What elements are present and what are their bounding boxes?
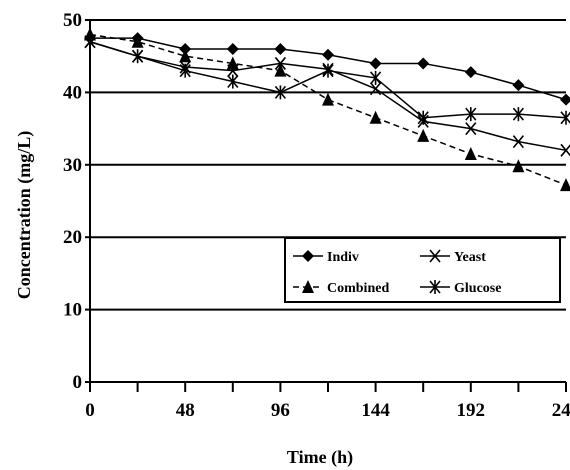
point-glucose bbox=[227, 74, 239, 89]
x-tick-label: 192 bbox=[457, 400, 486, 421]
y-tick-label: 20 bbox=[63, 227, 82, 248]
point-combined bbox=[464, 146, 477, 160]
point-glucose bbox=[417, 110, 429, 125]
y-tick-label: 40 bbox=[63, 82, 82, 103]
point-combined bbox=[560, 178, 570, 192]
legend-label-indiv: Indiv bbox=[327, 250, 359, 265]
point-indiv bbox=[464, 66, 477, 79]
legend: Indiv Yeast Combined Glucose bbox=[284, 237, 561, 303]
point-glucose bbox=[512, 107, 525, 122]
point-yeast bbox=[512, 135, 525, 149]
x-tick-label: 0 bbox=[85, 400, 95, 421]
point-combined bbox=[131, 34, 144, 48]
legend-label-combined: Combined bbox=[327, 281, 389, 296]
legend-box bbox=[284, 237, 561, 303]
point-combined bbox=[369, 110, 382, 124]
point-combined bbox=[417, 128, 430, 142]
y-tick-label: 30 bbox=[63, 155, 82, 176]
point-yeast bbox=[369, 82, 382, 96]
point-indiv bbox=[560, 93, 570, 106]
point-indiv bbox=[322, 48, 334, 61]
point-yeast bbox=[274, 56, 287, 70]
x-tick-label: 240 bbox=[552, 400, 570, 421]
point-indiv bbox=[179, 42, 192, 55]
y-axis-ticks: 0 10 20 30 40 50 bbox=[63, 10, 90, 393]
point-glucose bbox=[274, 85, 287, 100]
legend-label-glucose: Glucose bbox=[454, 281, 501, 296]
point-combined bbox=[274, 63, 287, 77]
point-glucose bbox=[322, 63, 334, 78]
series-line-combined bbox=[89, 33, 567, 186]
point-yeast bbox=[465, 122, 477, 136]
y-tick-label: 10 bbox=[63, 300, 82, 321]
point-glucose bbox=[560, 110, 570, 125]
point-combined bbox=[179, 49, 192, 63]
legend-marker-glucose bbox=[429, 280, 441, 294]
x-tick-label: 96 bbox=[271, 400, 290, 421]
legend-marker-combined bbox=[302, 280, 314, 293]
x-tick-label: 48 bbox=[176, 400, 195, 421]
point-yeast bbox=[560, 143, 570, 157]
point-indiv bbox=[274, 42, 287, 55]
point-indiv bbox=[512, 79, 525, 92]
y-axis-title: Concentration (mg/L) bbox=[14, 131, 35, 299]
point-indiv bbox=[226, 42, 239, 55]
legend-marker-indiv bbox=[302, 250, 314, 262]
legend-label-yeast: Yeast bbox=[454, 250, 486, 265]
point-combined bbox=[322, 92, 334, 106]
x-axis-title: Time (h) bbox=[287, 447, 353, 468]
x-axis-ticks: 0 48 96 144 192 240 bbox=[85, 382, 570, 421]
point-glucose bbox=[369, 70, 382, 85]
point-glucose bbox=[465, 107, 477, 122]
point-glucose bbox=[84, 34, 96, 49]
point-indiv bbox=[369, 57, 382, 70]
x-tick-label: 144 bbox=[361, 400, 390, 421]
y-tick-label: 0 bbox=[73, 372, 83, 393]
point-indiv bbox=[417, 57, 430, 70]
point-glucose bbox=[179, 63, 191, 78]
legend-marker-yeast bbox=[429, 249, 441, 263]
point-combined bbox=[512, 159, 525, 173]
series-layer bbox=[84, 27, 570, 192]
point-combined bbox=[226, 56, 239, 70]
y-tick-label: 50 bbox=[63, 10, 82, 31]
point-glucose bbox=[131, 49, 144, 64]
